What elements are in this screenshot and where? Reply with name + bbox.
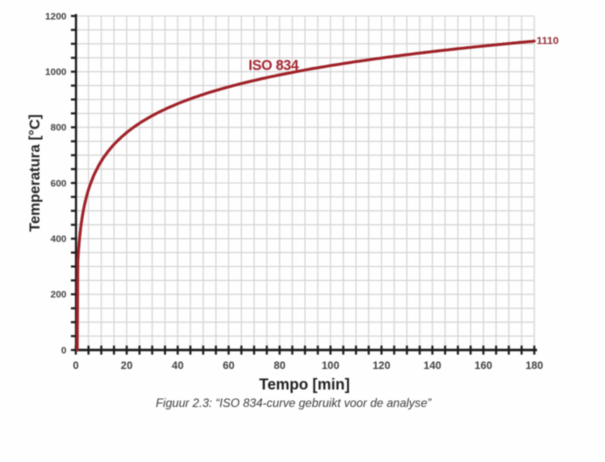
svg-text:100: 100	[322, 360, 340, 372]
svg-text:Tempo [min]: Tempo [min]	[259, 376, 350, 393]
svg-text:1110: 1110	[537, 35, 559, 47]
svg-text:80: 80	[274, 360, 286, 372]
svg-text:1200: 1200	[45, 11, 66, 22]
svg-text:160: 160	[475, 360, 493, 372]
svg-text:600: 600	[50, 178, 66, 189]
svg-text:Temperatura [°C]: Temperatura [°C]	[28, 114, 44, 232]
svg-text:ISO 834: ISO 834	[249, 58, 299, 74]
svg-text:120: 120	[373, 360, 391, 372]
svg-text:800: 800	[50, 123, 66, 134]
svg-text:180: 180	[525, 360, 543, 372]
svg-text:40: 40	[172, 360, 184, 372]
svg-text:200: 200	[50, 290, 66, 301]
svg-text:Figuur 2.3: “ISO 834-curve geb: Figuur 2.3: “ISO 834-curve gebruikt voor…	[156, 396, 432, 410]
svg-text:140: 140	[424, 360, 442, 372]
svg-text:400: 400	[50, 234, 66, 245]
svg-text:0: 0	[73, 360, 79, 372]
svg-text:60: 60	[223, 360, 235, 372]
svg-text:20: 20	[121, 360, 133, 372]
svg-text:0: 0	[61, 345, 66, 356]
svg-text:1000: 1000	[45, 67, 66, 78]
